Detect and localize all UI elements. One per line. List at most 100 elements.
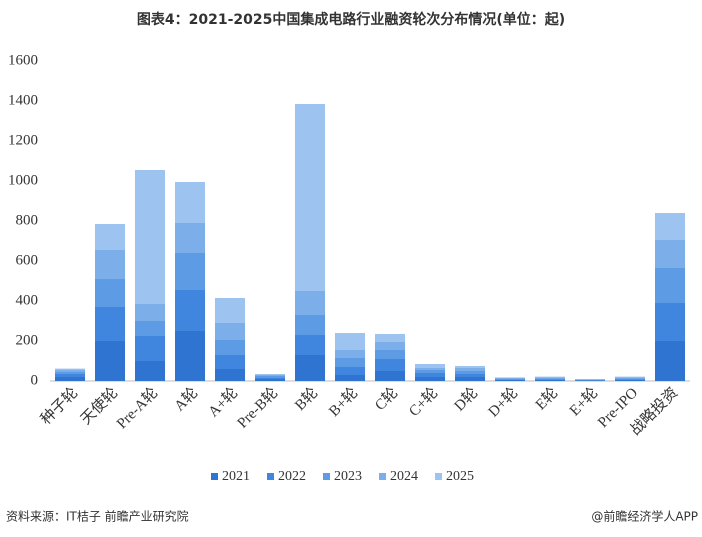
legend-label: 2023 xyxy=(334,469,362,484)
bar-segment xyxy=(215,340,245,355)
x-tick-label: Pre-A轮 xyxy=(113,384,161,432)
bar-segment xyxy=(535,378,565,379)
bar-segment xyxy=(495,378,525,379)
bar-segment xyxy=(295,355,325,381)
y-tick-label: 400 xyxy=(16,292,39,308)
bar-segment xyxy=(655,341,685,381)
bar-segment xyxy=(215,355,245,369)
bar-segment xyxy=(175,182,205,223)
bar-segment xyxy=(55,369,85,372)
bar-segment xyxy=(95,307,125,341)
y-tick-label: 200 xyxy=(16,332,39,348)
legend-swatch xyxy=(379,473,386,480)
bar-segment xyxy=(375,359,405,371)
bar-segment xyxy=(655,213,685,240)
bar-segment xyxy=(455,371,485,374)
y-tick-label: 600 xyxy=(16,252,39,268)
y-tick-label: 1000 xyxy=(8,172,38,188)
bar-segment xyxy=(535,377,565,378)
bar-segment xyxy=(535,378,565,380)
legend-label: 2024 xyxy=(390,469,418,484)
x-tick-label: A+轮 xyxy=(205,384,241,420)
bar-segment xyxy=(175,331,205,381)
bar-segment xyxy=(655,268,685,303)
x-tick-label: E+轮 xyxy=(566,384,601,419)
bar-segment xyxy=(135,321,165,336)
x-tick-label: E轮 xyxy=(532,384,561,413)
bar-segment xyxy=(375,334,405,342)
bar-segment xyxy=(415,373,445,377)
bar-segment xyxy=(655,303,685,341)
bar-segment xyxy=(415,377,445,381)
bar-segment xyxy=(335,375,365,381)
bar-segment xyxy=(455,374,485,377)
y-tick-label: 0 xyxy=(31,372,39,388)
legend-swatch xyxy=(435,473,442,480)
legend-swatch xyxy=(211,473,218,480)
bar-segment xyxy=(55,368,85,370)
legend-label: 2022 xyxy=(278,469,306,484)
legend-swatch xyxy=(267,473,274,480)
bar-segment xyxy=(215,369,245,381)
bar-segment xyxy=(175,223,205,253)
bar-segment xyxy=(295,291,325,315)
bar-segment xyxy=(535,379,565,381)
bar-segment xyxy=(215,298,245,323)
x-tick-label: C轮 xyxy=(372,384,402,414)
bar-segment xyxy=(95,279,125,307)
bar-segment xyxy=(175,253,205,290)
bar-segment xyxy=(535,376,565,378)
bar-segment xyxy=(455,377,485,381)
bar-segment xyxy=(655,240,685,268)
y-tick-label: 1400 xyxy=(8,92,38,108)
bar-segment xyxy=(135,304,165,321)
bar-segment xyxy=(135,361,165,381)
bar-segment xyxy=(175,290,205,331)
legend-swatch xyxy=(323,473,330,480)
bar-segment xyxy=(615,378,645,379)
x-tick-label: Pre-B轮 xyxy=(234,384,281,431)
bar-segment xyxy=(415,368,445,370)
credit: @前瞻经济学人APP xyxy=(591,509,698,524)
x-tick-label: 种子轮 xyxy=(37,384,81,428)
bar-segment xyxy=(95,224,125,250)
bar-segment xyxy=(615,377,645,378)
x-tick-label: B+轮 xyxy=(326,384,362,420)
x-tick-label: D轮 xyxy=(451,384,481,414)
chart-title: 图表4：2021-2025中国集成电路行业融资轮次分布情况(单位：起) xyxy=(137,11,565,28)
bar-segment xyxy=(415,364,445,368)
x-tick-label: D+轮 xyxy=(485,384,521,420)
y-tick-label: 1600 xyxy=(8,52,38,68)
bar-segment xyxy=(455,366,485,368)
bar-segment xyxy=(375,371,405,381)
bar-segment xyxy=(615,379,645,381)
x-tick-label: A轮 xyxy=(171,384,201,414)
legend-label: 2025 xyxy=(446,469,474,484)
bar-segment xyxy=(95,341,125,381)
bar-segment xyxy=(135,170,165,304)
bar-segment xyxy=(575,380,605,381)
bar-segment xyxy=(255,375,285,376)
bar-segment xyxy=(295,335,325,355)
y-tick-label: 800 xyxy=(16,212,39,228)
bar-segment xyxy=(375,350,405,359)
x-tick-label: C+轮 xyxy=(406,384,442,420)
bar-segment xyxy=(335,333,365,350)
bar-segment xyxy=(495,380,525,381)
y-tick-label: 1200 xyxy=(8,132,38,148)
bar-segment xyxy=(495,379,525,380)
bar-segment xyxy=(55,371,85,374)
bar-segment xyxy=(295,315,325,335)
bar-segment xyxy=(415,370,445,373)
bar-segment xyxy=(455,368,485,371)
bar-segment xyxy=(215,323,245,340)
bar-segment xyxy=(255,379,285,381)
legend-label: 2021 xyxy=(222,469,250,484)
bar-segment xyxy=(135,336,165,361)
bar-segment xyxy=(615,376,645,378)
bar-segment xyxy=(255,376,285,378)
bar-segment xyxy=(255,377,285,379)
bar-segment xyxy=(495,378,525,380)
